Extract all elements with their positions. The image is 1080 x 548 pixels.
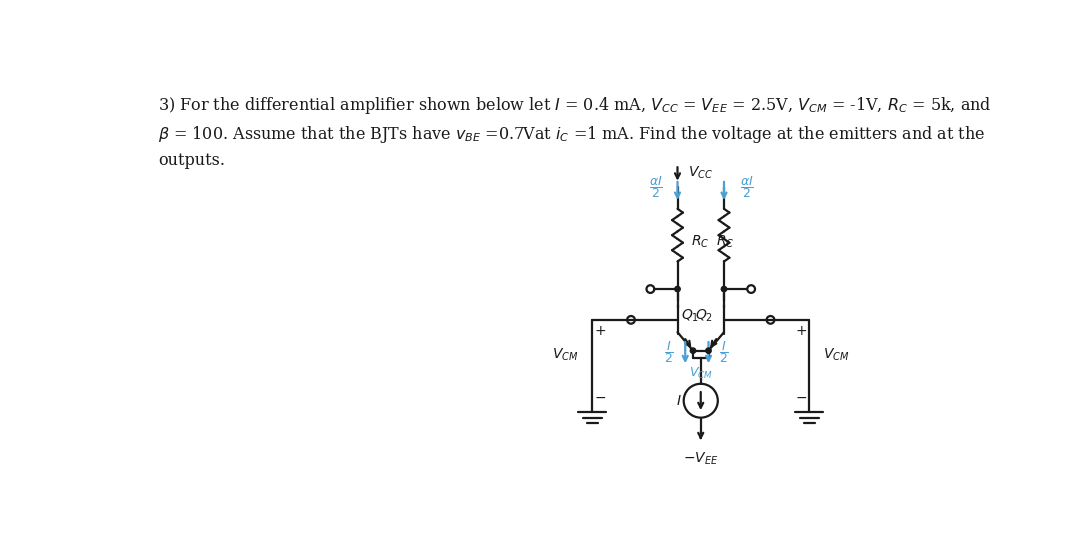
Text: +: + [796,324,808,339]
Text: $V_{CM}$: $V_{CM}$ [823,346,850,363]
Text: $\beta$ = 100. Assume that the BJTs have $v_{BE}$ =0.7Vat $i_C$ =1 mA. Find the : $\beta$ = 100. Assume that the BJTs have… [159,123,986,145]
Circle shape [675,287,680,292]
Text: $-$: $-$ [594,390,606,404]
Text: +: + [594,324,606,339]
Text: $V_{CC}$: $V_{CC}$ [688,165,713,181]
Text: $\dfrac{I}{2}$: $\dfrac{I}{2}$ [664,339,674,365]
Circle shape [706,348,712,353]
Circle shape [721,287,727,292]
Text: $-$: $-$ [796,390,808,404]
Text: $\dfrac{\alpha I}{2}$: $\dfrac{\alpha I}{2}$ [649,174,663,199]
Text: $Q_1$: $Q_1$ [680,308,699,324]
Text: $\dfrac{I}{2}$: $\dfrac{I}{2}$ [719,339,729,365]
Circle shape [690,348,696,353]
Text: outputs.: outputs. [159,152,226,169]
Text: $\dfrac{\alpha I}{2}$: $\dfrac{\alpha I}{2}$ [740,174,754,199]
Text: $Q_2$: $Q_2$ [694,308,713,324]
Text: $V_{CM}$: $V_{CM}$ [552,346,578,363]
Text: $-V_{EE}$: $-V_{EE}$ [683,451,718,467]
Text: $R_C$: $R_C$ [716,233,734,249]
Text: 3) For the differential amplifier shown below let $I$ = 0.4 mA, $V_{CC}$ = $V_{E: 3) For the differential amplifier shown … [159,95,991,116]
Text: $R_C$: $R_C$ [691,233,710,249]
Text: $I$: $I$ [676,393,681,408]
Text: $V_{CM}$: $V_{CM}$ [689,366,713,381]
